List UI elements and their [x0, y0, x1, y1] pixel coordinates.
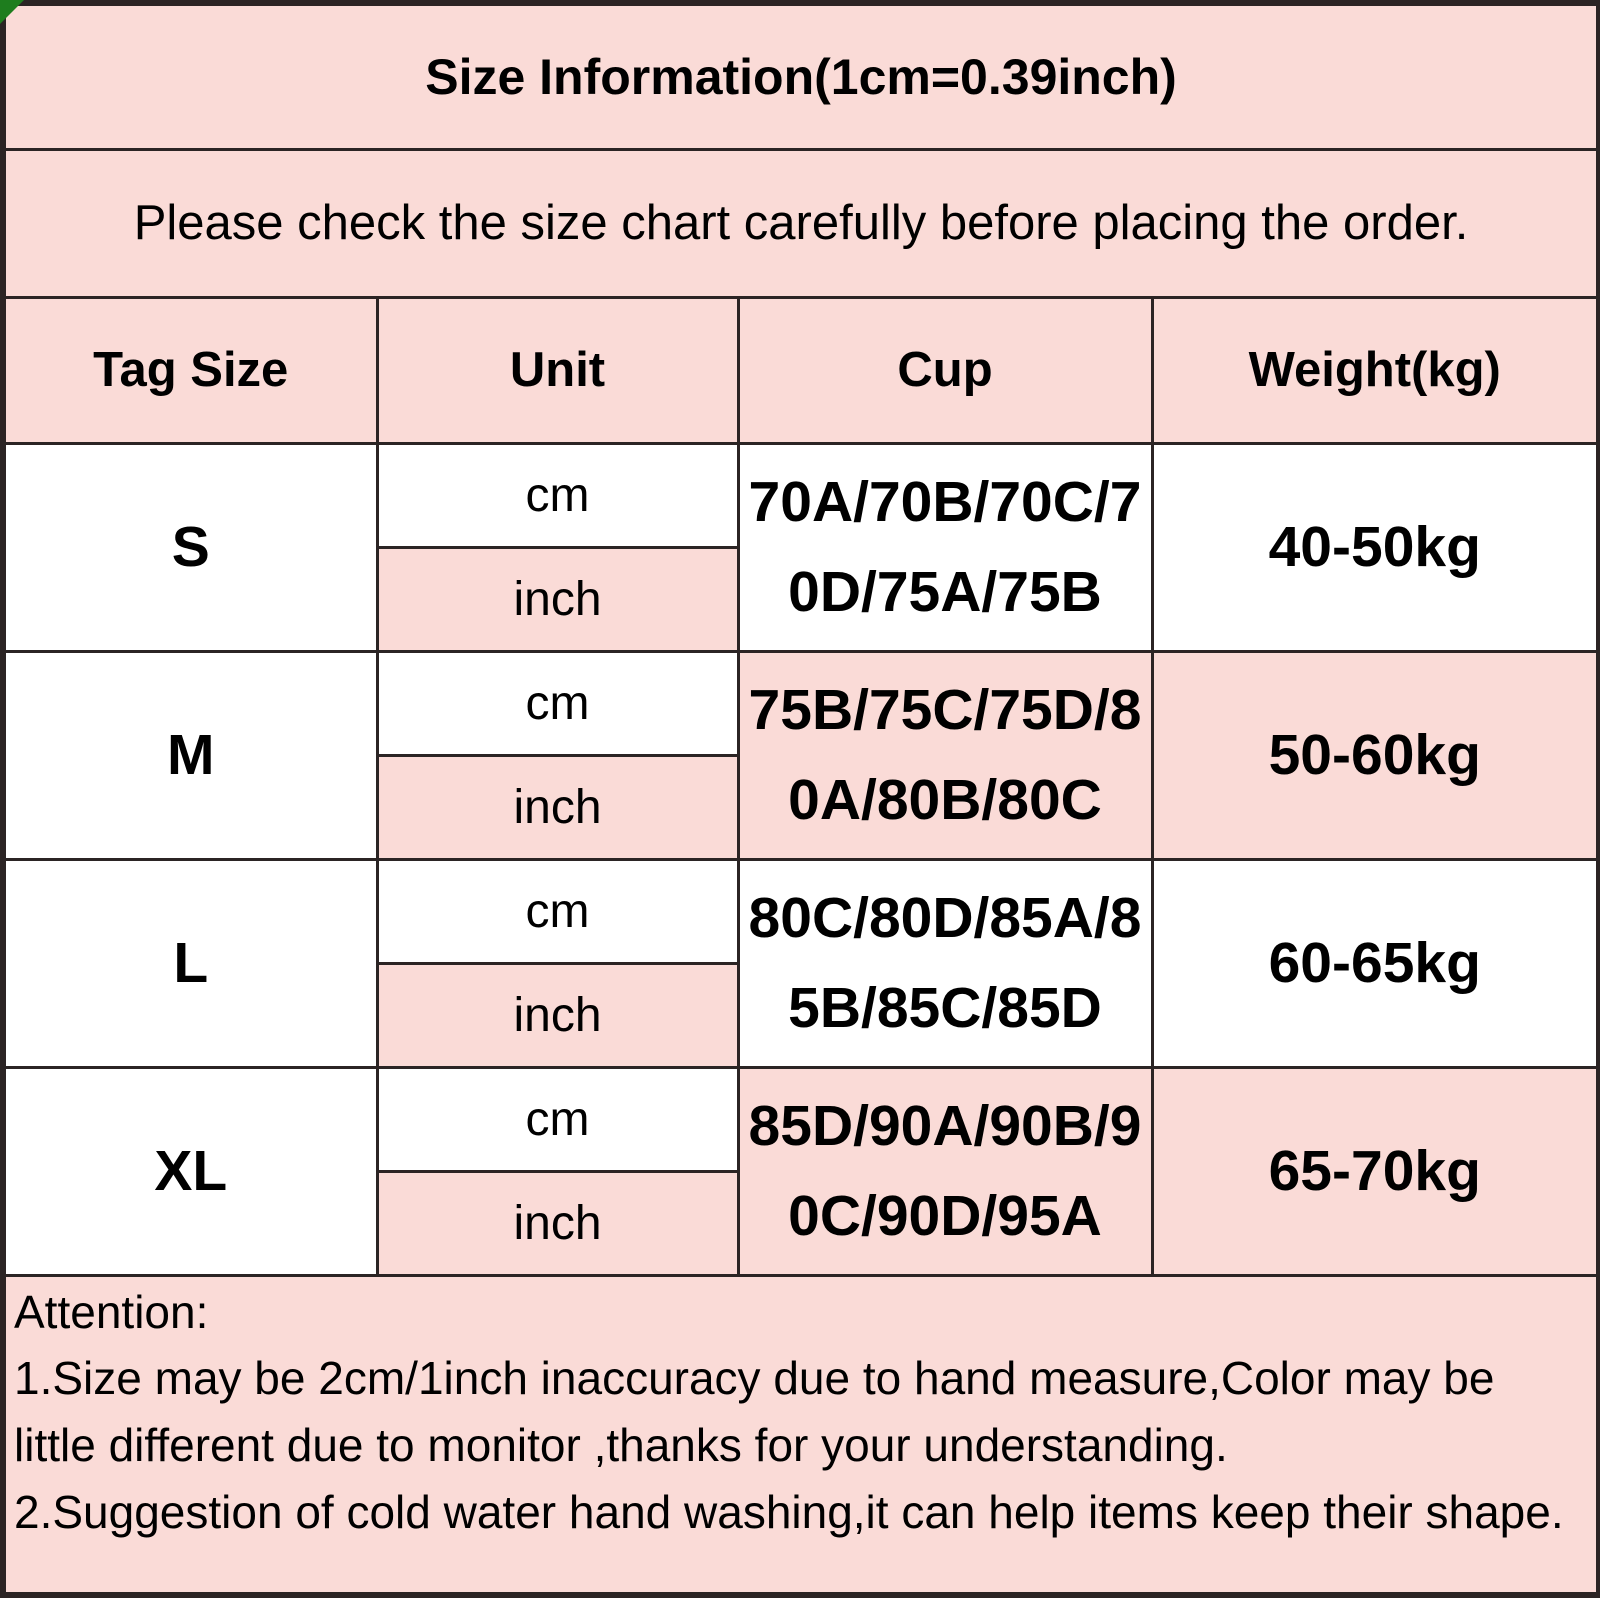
- weight-cell: 40-50kg: [1150, 441, 1600, 653]
- weight-cell: 65-70kg: [1150, 1065, 1600, 1277]
- table-row-l: L cm 80C/80D/85A/85B/85C/85D 60-65kg: [1, 857, 1600, 1069]
- table-row-m-inch: inch: [3, 753, 1599, 861]
- header-cup: Cup: [736, 295, 1154, 445]
- header-unit: Unit: [375, 295, 740, 445]
- table-row-s: S cm 70A/70B/70C/70D/75A/75B 40-50kg: [1, 441, 1600, 653]
- attention-note: 1.Size may be 2cm/1inch inaccuracy due t…: [14, 1352, 1495, 1471]
- tag-size-cell: L: [1, 857, 379, 1069]
- tag-size-cell: XL: [1, 1065, 379, 1277]
- subtitle-row: Please check the size chart carefully be…: [1, 147, 1600, 299]
- table-row-xl: XL cm 85D/90A/90B/90C/90D/95A 65-70kg: [1, 1065, 1600, 1277]
- unit-inch-cell: inch: [375, 961, 740, 1069]
- table-row-m: M cm 75B/75C/75D/80A/80B/80C 50-60kg: [1, 649, 1600, 861]
- cup-cell: 80C/80D/85A/85B/85C/85D: [736, 857, 1154, 1069]
- attention-row: Attention: 1.Size may be 2cm/1inch inacc…: [1, 1273, 1600, 1597]
- subtitle-note: Please check the size chart carefully be…: [1, 147, 1600, 299]
- weight-cell: 50-60kg: [1150, 649, 1600, 861]
- header-row: Tag Size Unit Cup Weight(kg): [1, 295, 1600, 445]
- header-tag-size: Tag Size: [1, 295, 379, 445]
- unit-inch-cell: inch: [375, 545, 740, 653]
- table-row-s-inch: inch: [3, 545, 1599, 653]
- page-title: Size Information(1cm=0.39inch): [1, 1, 1600, 151]
- unit-cm-cell: cm: [375, 1065, 740, 1173]
- cup-cell: 85D/90A/90B/90C/90D/95A: [736, 1065, 1154, 1277]
- cup-cell: 70A/70B/70C/70D/75A/75B: [736, 441, 1154, 653]
- weight-cell: 60-65kg: [1150, 857, 1600, 1069]
- unit-cm-cell: cm: [375, 649, 740, 757]
- attention-cell: Attention: 1.Size may be 2cm/1inch inacc…: [1, 1273, 1600, 1597]
- green-corner-triangle-icon: [0, 0, 24, 24]
- title-row: Size Information(1cm=0.39inch): [1, 1, 1600, 151]
- attention-heading: Attention:: [14, 1285, 209, 1338]
- unit-inch-cell: inch: [375, 753, 740, 861]
- table-row-xl-inch: inch: [3, 1169, 1599, 1277]
- unit-inch-cell: inch: [375, 1169, 740, 1277]
- cup-cell: 75B/75C/75D/80A/80B/80C: [736, 649, 1154, 861]
- table-row-l-inch: inch: [3, 961, 1599, 1069]
- tag-size-cell: S: [1, 441, 379, 653]
- tag-size-cell: M: [1, 649, 379, 861]
- unit-cm-cell: cm: [375, 857, 740, 965]
- header-weight: Weight(kg): [1150, 295, 1600, 445]
- unit-cm-cell: cm: [375, 441, 740, 549]
- attention-note: 2.Suggestion of cold water hand washing,…: [14, 1485, 1564, 1538]
